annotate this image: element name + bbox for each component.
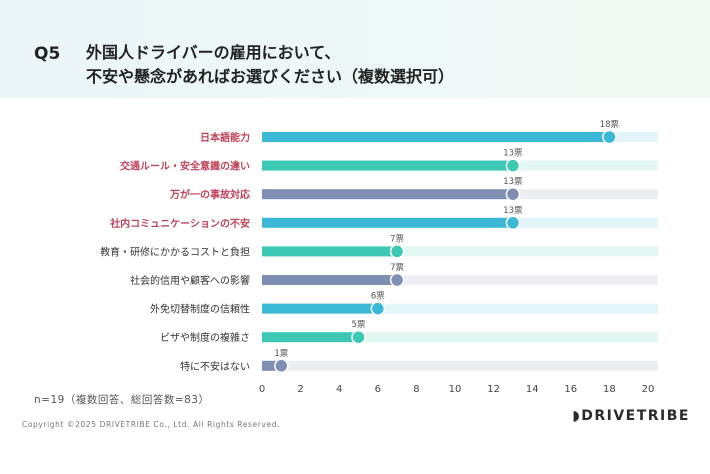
- x-tick-label: 6: [375, 384, 381, 395]
- x-tick-label: 4: [336, 384, 342, 395]
- data-label: 13票: [503, 177, 523, 187]
- data-label: 6票: [371, 292, 385, 302]
- data-label: 1票: [274, 349, 288, 359]
- category-label: 万が一の事故対応: [169, 188, 250, 201]
- bar: [262, 332, 359, 343]
- question-header: Q5 外国人ドライバーの雇用において、 不安や懸念があればお選びください（複数選…: [0, 0, 710, 98]
- copyright-text: Copyright ©2025 DRIVETRIBE Co., Ltd. All…: [22, 420, 281, 429]
- bar-track: [262, 360, 658, 371]
- x-tick-label: 20: [642, 384, 655, 395]
- bar: [262, 303, 378, 314]
- category-label: 特に不安はない: [180, 360, 250, 373]
- x-tick-label: 2: [297, 384, 303, 395]
- data-label: 5票: [352, 320, 366, 330]
- bar: [262, 160, 513, 171]
- bar: [262, 132, 610, 142]
- bar-end-dot: [389, 244, 405, 259]
- bar-end-dot: [274, 358, 289, 374]
- bar-track: [262, 332, 658, 343]
- bar-end-dot: [370, 301, 386, 316]
- category-label: 交通ルール・安全意識の違い: [120, 160, 250, 173]
- question-title-line-1: 外国人ドライバーの雇用において、: [86, 43, 341, 62]
- bar: [262, 275, 398, 285]
- x-tick-label: 0: [259, 384, 265, 395]
- bar: [262, 217, 513, 228]
- x-tick-label: 18: [603, 384, 616, 395]
- x-tick-label: 14: [526, 384, 539, 395]
- bar-end-dot: [351, 329, 366, 345]
- x-tick-label: 8: [413, 384, 419, 395]
- data-label: 7票: [390, 263, 404, 273]
- category-label: 外免切替制度の信頼性: [150, 303, 250, 316]
- sample-size-note: n=19（複数回答、総回答数=83）: [34, 394, 210, 406]
- bar-end-dot: [505, 186, 521, 202]
- category-label: 日本語能力: [200, 131, 250, 144]
- bar-end-dot: [505, 158, 521, 173]
- horizontal-bar-chart: 18票日本語能力13票交通ルール・安全意識の違い13票万が一の事故対応13票社内…: [100, 120, 658, 395]
- x-tick-label: 10: [449, 384, 462, 395]
- category-label: 社内コミュニケーションの不安: [109, 217, 250, 230]
- bar: [262, 360, 282, 371]
- category-label: 教育・研修にかかるコストと負担: [100, 245, 250, 258]
- bar-end-dot: [389, 272, 405, 288]
- x-tick-label: 12: [487, 384, 500, 395]
- data-label: 13票: [503, 206, 523, 216]
- brand-mark-icon: ◗: [572, 408, 582, 424]
- x-tick-label: 16: [564, 384, 577, 395]
- bar-track: [262, 246, 658, 257]
- bar-track: [262, 275, 658, 285]
- question-number: Q5: [34, 44, 61, 64]
- brand-name: DRIVETRIBE: [581, 408, 690, 424]
- question-title: 外国人ドライバーの雇用において、 不安や懸念があればお選びください（複数選択可）: [86, 41, 646, 89]
- bar: [262, 189, 513, 200]
- brand-logo: ◗DRIVETRIBE: [572, 408, 690, 424]
- bar-track: [262, 303, 658, 314]
- data-label: 13票: [503, 149, 523, 159]
- category-label: 社会的信用や顧客への影響: [130, 274, 250, 287]
- bar-end-dot: [602, 129, 617, 145]
- category-label: ビザや制度の複雑さ: [160, 331, 250, 344]
- data-label: 7票: [390, 234, 404, 244]
- bar-end-dot: [505, 215, 521, 231]
- question-title-line-2: 不安や懸念があればお選びください（複数選択可）: [86, 67, 455, 86]
- data-label: 18票: [600, 120, 620, 130]
- bar: [262, 246, 398, 257]
